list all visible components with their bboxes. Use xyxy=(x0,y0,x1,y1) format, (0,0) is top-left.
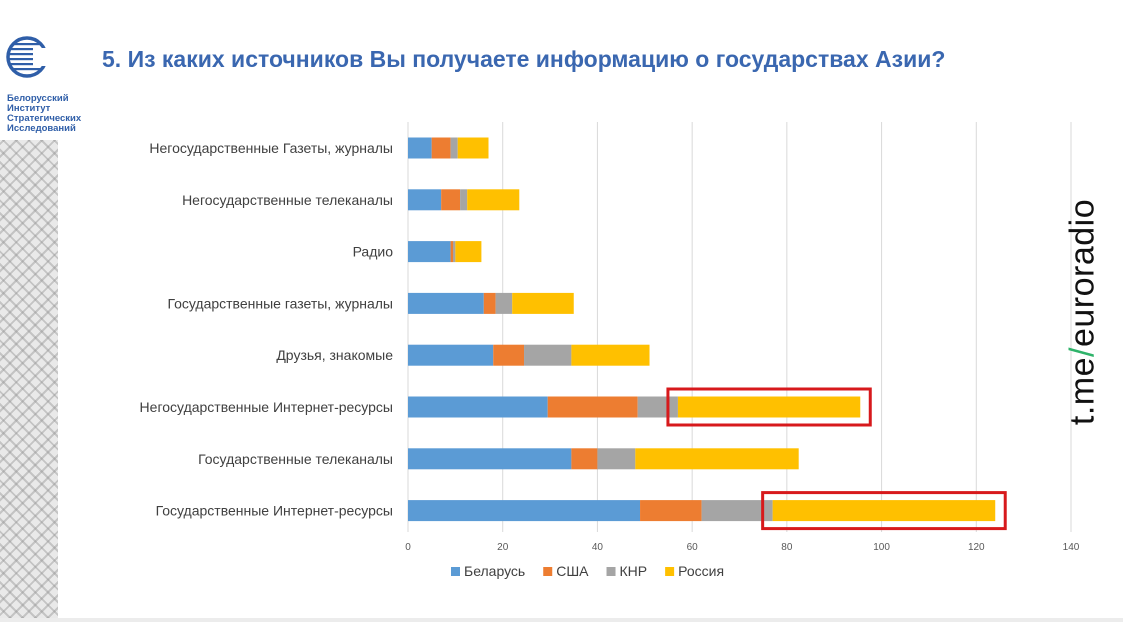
bar-segment xyxy=(512,292,574,314)
institute-name-line: Исследований xyxy=(7,123,76,134)
highlight-box xyxy=(761,491,1007,531)
bar-segment xyxy=(450,137,458,159)
bar-segment xyxy=(493,344,525,366)
logo-emblem-icon xyxy=(6,36,48,78)
bar-segment xyxy=(450,241,453,263)
category-label: Государственные телеканалы xyxy=(198,451,393,467)
bar-segment xyxy=(408,448,572,470)
bar-segment xyxy=(408,241,451,263)
institute-name-line: Стратегических xyxy=(7,113,82,124)
bar-segment xyxy=(597,448,636,470)
institute-logo: Белорусский Институт Стратегических Иссл… xyxy=(0,0,92,140)
bar-segment xyxy=(772,500,996,522)
x-tick-label: 140 xyxy=(1063,542,1080,553)
x-tick-label: 100 xyxy=(873,542,890,553)
bar-segment xyxy=(571,344,650,366)
bar-segment xyxy=(483,292,496,314)
bar-segment xyxy=(635,448,799,470)
legend-swatch xyxy=(606,567,616,576)
category-label: Негосударственные Газеты, журналы xyxy=(149,140,393,156)
bottom-divider xyxy=(0,618,1123,622)
legend-label: КНР xyxy=(620,563,648,579)
institute-name-line: Белорусский xyxy=(7,93,69,104)
legend-swatch xyxy=(665,567,675,576)
bar-segment xyxy=(547,396,638,418)
x-tick-label: 120 xyxy=(968,542,985,553)
bar-segment xyxy=(495,292,513,314)
bar-segment xyxy=(408,344,494,366)
category-label: Друзья, знакомые xyxy=(276,347,393,363)
bar-segment xyxy=(457,137,489,159)
category-label: Государственные Интернет-ресурсы xyxy=(156,503,393,519)
category-label: Радио xyxy=(353,244,394,260)
bar-segment xyxy=(524,344,572,366)
x-tick-label: 0 xyxy=(405,542,411,553)
institute-name-line: Институт xyxy=(7,103,51,114)
watermark-suffix: euroradio xyxy=(1063,198,1102,348)
bar-segment xyxy=(408,292,484,314)
bar-segment xyxy=(455,241,482,263)
bar-segment xyxy=(460,189,468,211)
watermark-prefix: t.me xyxy=(1063,356,1102,426)
watermark-slash: / xyxy=(1063,347,1102,357)
bar-segment xyxy=(441,189,461,211)
x-tick-label: 60 xyxy=(687,542,699,553)
bar-segment xyxy=(467,189,520,211)
euroradio-watermark: t.me/euroradio xyxy=(1064,199,1103,425)
x-tick-label: 20 xyxy=(497,542,509,553)
bar-segment xyxy=(431,137,451,159)
bar-segment xyxy=(701,500,773,522)
legend-label: Беларусь xyxy=(464,563,525,579)
institute-name: Белорусский Институт Стратегических Иссл… xyxy=(7,94,93,134)
bar-segment xyxy=(408,396,548,418)
category-label: Негосударственные телеканалы xyxy=(182,192,393,208)
x-tick-label: 80 xyxy=(781,542,793,553)
bar-segment xyxy=(677,396,861,418)
bar-segment xyxy=(408,500,641,522)
slide-title: 5. Из каких источников Вы получаете инфо… xyxy=(102,46,946,72)
bar-segment xyxy=(571,448,598,470)
highlight-box xyxy=(666,387,872,427)
bar-segment xyxy=(640,500,702,522)
x-tick-label: 40 xyxy=(592,542,604,553)
bar-segment xyxy=(452,241,456,263)
category-label: Государственные газеты, журналы xyxy=(167,295,393,311)
legend-label: Россия xyxy=(678,563,724,579)
legend-label: США xyxy=(556,563,589,579)
bar-segment xyxy=(637,396,678,418)
bar-segment xyxy=(408,189,442,211)
bar-segment xyxy=(408,137,432,159)
legend-swatch xyxy=(543,567,553,576)
category-label: Негосударственные Интернет-ресурсы xyxy=(140,399,393,415)
legend-swatch xyxy=(451,567,460,576)
